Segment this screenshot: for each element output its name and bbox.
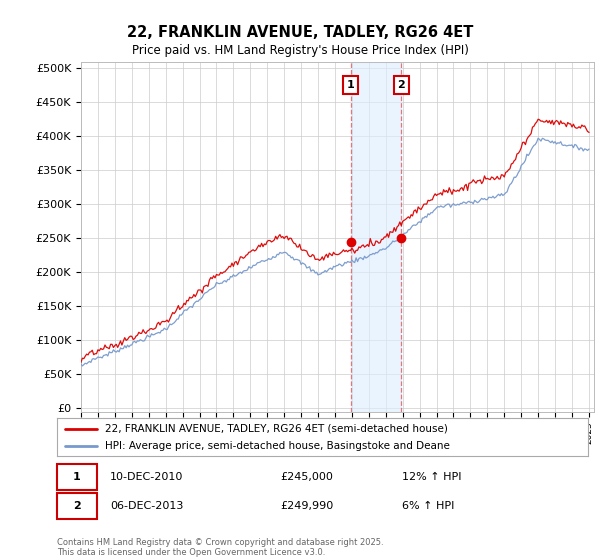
FancyBboxPatch shape — [57, 493, 97, 519]
FancyBboxPatch shape — [57, 464, 97, 489]
Text: 2: 2 — [397, 81, 405, 90]
Text: 22, FRANKLIN AVENUE, TADLEY, RG26 4ET (semi-detached house): 22, FRANKLIN AVENUE, TADLEY, RG26 4ET (s… — [105, 423, 448, 433]
Text: 22, FRANKLIN AVENUE, TADLEY, RG26 4ET: 22, FRANKLIN AVENUE, TADLEY, RG26 4ET — [127, 25, 473, 40]
Text: 06-DEC-2013: 06-DEC-2013 — [110, 501, 184, 511]
Text: Price paid vs. HM Land Registry's House Price Index (HPI): Price paid vs. HM Land Registry's House … — [131, 44, 469, 57]
Text: Contains HM Land Registry data © Crown copyright and database right 2025.
This d: Contains HM Land Registry data © Crown c… — [57, 538, 383, 557]
Text: £245,000: £245,000 — [280, 472, 333, 482]
Text: £249,990: £249,990 — [280, 501, 333, 511]
Text: 12% ↑ HPI: 12% ↑ HPI — [402, 472, 461, 482]
Text: 1: 1 — [73, 472, 81, 482]
Text: HPI: Average price, semi-detached house, Basingstoke and Deane: HPI: Average price, semi-detached house,… — [105, 441, 449, 451]
Text: 10-DEC-2010: 10-DEC-2010 — [110, 472, 184, 482]
Text: 2: 2 — [73, 501, 81, 511]
Text: 1: 1 — [347, 81, 355, 90]
Bar — [350, 62, 401, 412]
Text: 6% ↑ HPI: 6% ↑ HPI — [402, 501, 455, 511]
